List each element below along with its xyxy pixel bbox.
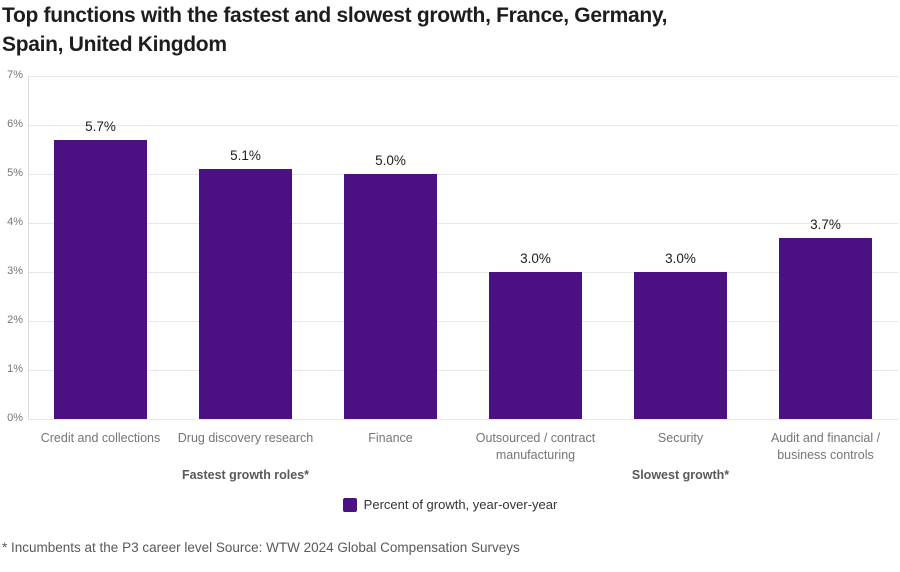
bar xyxy=(54,139,147,419)
gridline-3% xyxy=(28,272,898,273)
y-tick-label: 7% xyxy=(7,69,23,81)
y-tick-label: 2% xyxy=(7,314,23,326)
bar-value-label: 5.7% xyxy=(85,118,116,134)
footnote-and-source: * Incumbents at the P3 career level Sour… xyxy=(2,540,520,555)
gridline-1% xyxy=(28,370,898,371)
gridline-4% xyxy=(28,223,898,224)
legend-label: Percent of growth, year-over-year xyxy=(363,497,558,512)
gridline-0% xyxy=(28,419,898,420)
bar xyxy=(634,272,727,419)
bar xyxy=(344,174,437,419)
x-axis-label: Credit and collections xyxy=(40,431,161,445)
y-tick-label: 3% xyxy=(7,265,23,277)
legend: Percent of growth, year-over-year xyxy=(0,497,900,512)
y-tick-label: 4% xyxy=(7,216,23,228)
chart-title-line2: Spain, United Kingdom xyxy=(2,33,227,56)
y-tick-label: 1% xyxy=(7,363,23,375)
gridline-6% xyxy=(28,125,898,126)
x-axis-label: Security xyxy=(657,431,704,445)
y-tick-label: 0% xyxy=(7,412,23,424)
gridline-2% xyxy=(28,321,898,322)
legend-swatch xyxy=(342,497,357,512)
y-tick-label: 6% xyxy=(7,118,23,130)
y-axis-line xyxy=(28,76,29,419)
group-label: Fastest growth roles* xyxy=(181,468,310,482)
x-axis-label: Finance xyxy=(368,431,413,445)
x-axis-label: Audit and financial / business controls xyxy=(770,431,881,462)
group-label: Slowest growth* xyxy=(631,468,730,482)
gridline-7% xyxy=(28,76,898,77)
bar xyxy=(199,169,292,419)
bar-value-label: 5.1% xyxy=(230,148,261,164)
bar-value-label: 3.0% xyxy=(665,251,696,266)
bar xyxy=(779,237,872,419)
x-axis-label: Drug discovery research xyxy=(177,431,314,445)
chart-title-line1: Top functions with the fastest and slowe… xyxy=(2,4,668,27)
bar-value-label: 3.7% xyxy=(810,216,841,232)
bar-value-label: 3.0% xyxy=(520,251,551,266)
bar-value-label: 5.0% xyxy=(375,153,406,168)
y-tick-label: 5% xyxy=(7,167,23,179)
bar xyxy=(489,272,582,419)
x-axis-label: Outsourced / contract manufacturing xyxy=(475,431,596,462)
gridline-5% xyxy=(28,174,898,175)
chart-title: Top functions with the fastest and slowe… xyxy=(2,1,668,59)
